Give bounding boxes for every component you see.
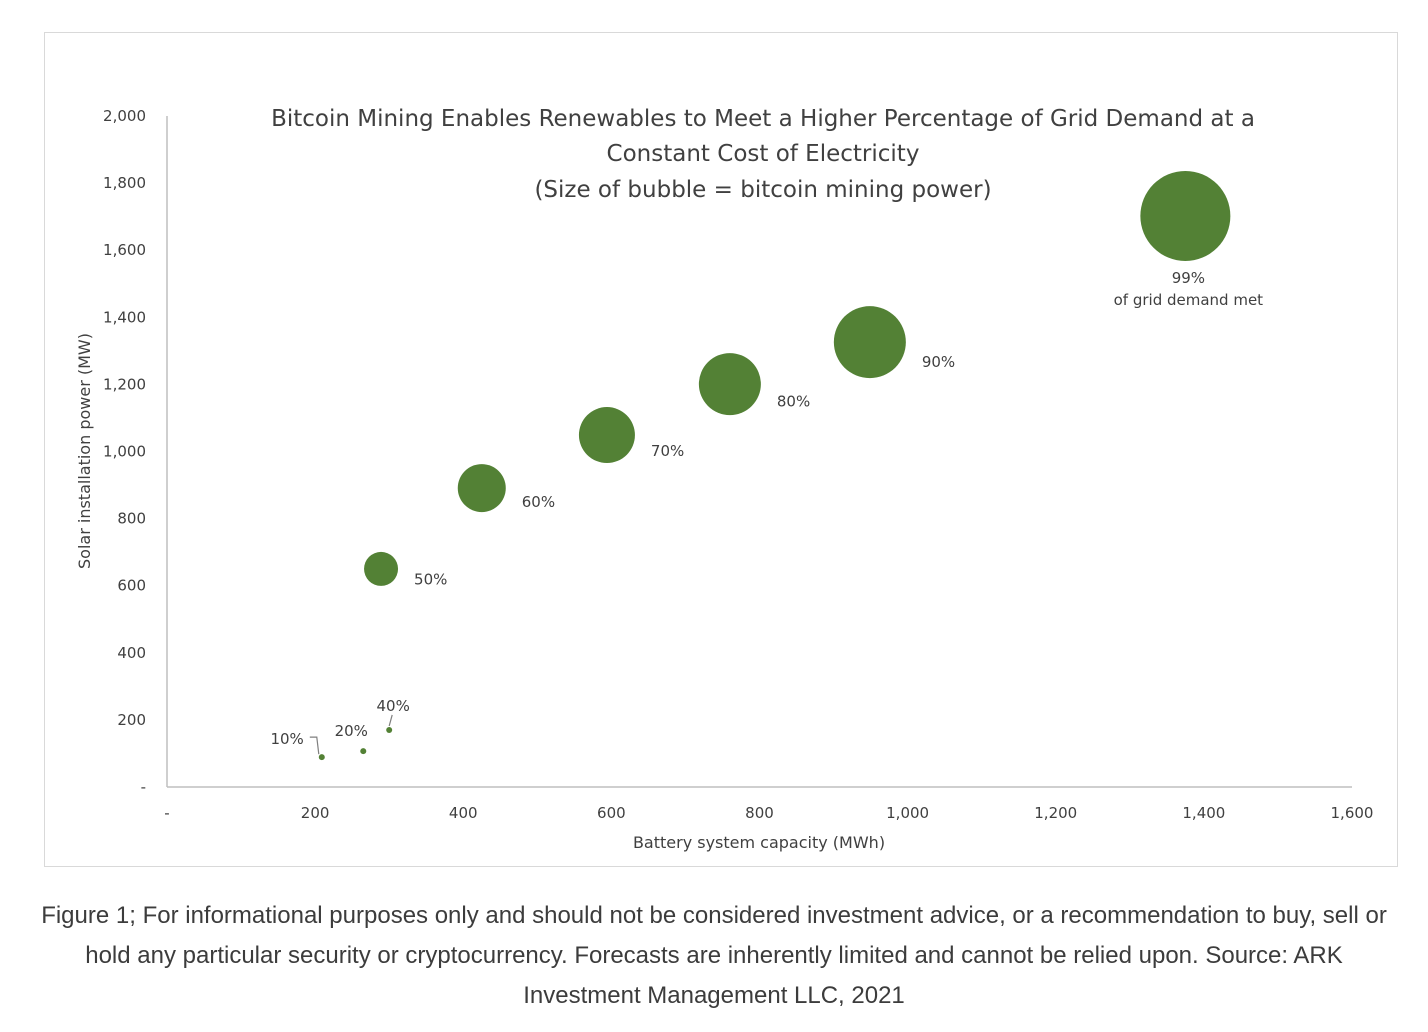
y-tick-label: 200 — [117, 711, 146, 729]
leader-line — [309, 736, 320, 755]
bubble-label: 70% — [651, 442, 684, 460]
bubble-label: 50% — [414, 570, 447, 588]
bubble-40pct — [386, 726, 393, 733]
y-tick-label: 1,000 — [103, 443, 146, 461]
x-tick-label: 1,000 — [886, 804, 929, 822]
y-tick-label: 800 — [117, 510, 146, 528]
y-tick-label: - — [141, 778, 146, 796]
y-tick-label: 1,800 — [103, 174, 146, 192]
bubble-label: 99% — [1172, 269, 1205, 287]
title-line-3: (Size of bubble = bitcoin mining power) — [534, 177, 991, 203]
bubble-10pct — [318, 754, 325, 761]
x-tick-label: 800 — [745, 804, 774, 822]
bubble-label: 40% — [377, 697, 410, 715]
y-tick-label: 1,400 — [103, 308, 146, 326]
chart-title: Bitcoin Mining Enables Renewables to Mee… — [271, 106, 1255, 203]
bubble-sublabel: of grid demand met — [1114, 291, 1264, 309]
y-tick-label: 600 — [117, 577, 146, 595]
bubble-label: 90% — [922, 353, 955, 371]
title-line-1: Bitcoin Mining Enables Renewables to Mee… — [271, 106, 1255, 132]
bubble-label: 20% — [335, 722, 368, 740]
bubble-chart: Bitcoin Mining Enables Renewables to Mee… — [75, 106, 1374, 852]
bubble-99pct — [1140, 170, 1231, 261]
figure-caption: Figure 1; For informational purposes onl… — [41, 902, 1387, 1009]
y-tick-label: 1,600 — [103, 241, 146, 259]
bubble-60pct — [457, 464, 506, 513]
x-axis-label: Battery system capacity (MWh) — [633, 833, 885, 852]
y-tick-label: 400 — [117, 644, 146, 662]
bubble-label: 10% — [270, 730, 303, 748]
title-line-2: Constant Cost of Electricity — [607, 141, 920, 167]
bubble-label: 60% — [522, 493, 555, 511]
bubble-label: 80% — [777, 393, 810, 411]
bubble-20pct — [360, 748, 367, 755]
y-axis-label: Solar installation power (MW) — [75, 333, 94, 569]
bubble-90pct — [833, 306, 906, 379]
x-tick-label: 200 — [301, 804, 330, 822]
leader-line — [388, 714, 393, 727]
y-tick-label: 1,200 — [103, 375, 146, 393]
x-tick-label: 1,200 — [1034, 804, 1077, 822]
bubble-80pct — [698, 353, 761, 416]
x-tick-label: 1,400 — [1182, 804, 1225, 822]
x-tick-label: 400 — [449, 804, 478, 822]
chart-frame — [44, 32, 1398, 867]
x-tick-label: 1,600 — [1331, 804, 1374, 822]
x-tick-label: - — [164, 804, 169, 822]
bubble-70pct — [578, 407, 635, 464]
bubble-50pct — [364, 551, 399, 586]
y-tick-label: 2,000 — [103, 107, 146, 125]
x-tick-label: 600 — [597, 804, 626, 822]
